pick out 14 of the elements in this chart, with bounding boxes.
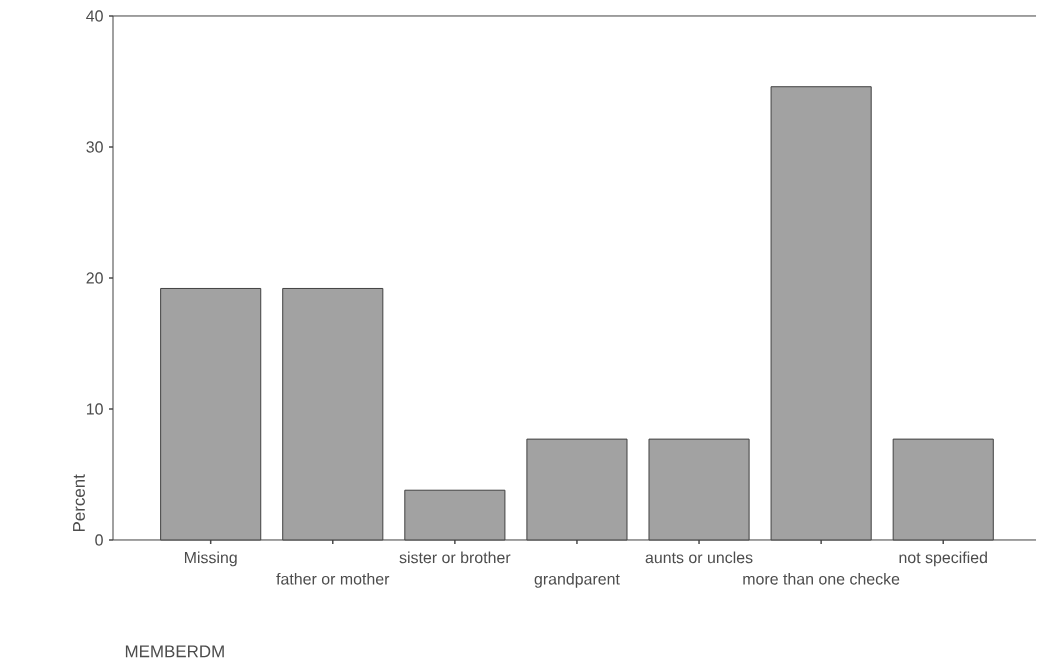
x-tick-label: Missing xyxy=(184,551,237,567)
y-tick-label: 40 xyxy=(86,10,103,22)
x-tick-label: grandparent xyxy=(534,572,620,588)
y-tick-label: 20 xyxy=(86,272,103,284)
x-axis-title: MEMBERDM xyxy=(125,645,224,658)
y-axis-title: Percent xyxy=(73,474,85,532)
x-tick-label: more than one checke xyxy=(743,572,900,585)
x-tick-label: not specified xyxy=(899,551,987,567)
x-tick-label: father or mother xyxy=(276,572,390,585)
x-tick-label: aunts or uncles xyxy=(645,551,753,564)
y-tick-label: 10 xyxy=(86,403,103,415)
x-tick-label: sister or brother xyxy=(399,551,511,564)
y-tick-label: 0 xyxy=(95,534,103,546)
y-tick-label: 30 xyxy=(86,141,103,153)
